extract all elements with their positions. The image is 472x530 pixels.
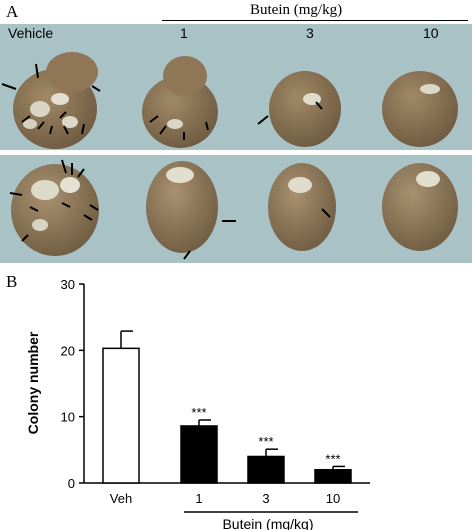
- lung-vehicle-top: [13, 52, 98, 149]
- dose-label-10: 10: [423, 25, 439, 41]
- x-tick-label-Veh: Veh: [110, 491, 132, 506]
- x-tick-label-1: 1: [195, 491, 202, 506]
- nodule-arrows-row-2: [9, 159, 331, 260]
- y-axis-ticks: 0 10 20 30: [61, 277, 84, 491]
- group-header-underline: [162, 20, 468, 21]
- lung-1mg-top: [142, 56, 218, 148]
- lung-vehicle-bottom: [11, 164, 99, 256]
- bar-Veh: [102, 347, 140, 484]
- y-tick-label-20: 20: [61, 343, 75, 358]
- vehicle-label: Vehicle: [8, 25, 53, 41]
- x-axis-labels: Veh 1 3 10: [110, 491, 340, 506]
- lung-photo-row-2-image: [9, 159, 458, 260]
- lung-10mg-bottom: [382, 163, 458, 251]
- panel-b-label: B: [6, 272, 18, 291]
- lung-3mg-top: [269, 71, 341, 147]
- lung-photo-row-1-image: Vehicle 1 3 10: [1, 25, 458, 149]
- x-tick-label-3: 3: [262, 491, 269, 506]
- dose-label-1: 1: [180, 25, 188, 41]
- bar-10: [314, 468, 352, 484]
- panel-a-label: A: [6, 2, 19, 21]
- bar-1: [180, 425, 218, 484]
- lung-10mg-top: [382, 71, 458, 147]
- lung-3mg-bottom: [268, 163, 336, 251]
- x-tick-label-10: 10: [326, 491, 340, 506]
- y-tick-label-0: 0: [68, 476, 75, 491]
- y-tick-label-30: 30: [61, 277, 75, 292]
- lung-photo-row-2: [0, 155, 472, 263]
- lung-photo-row-1: Vehicle 1 3 10: [0, 24, 472, 150]
- y-axis-label: Colony number: [25, 331, 41, 434]
- y-tick-label-10: 10: [61, 410, 75, 425]
- butein-group-label: Butein (mg/kg): [222, 516, 313, 530]
- lung-1mg-bottom: [146, 161, 218, 253]
- bars-group: *** *** ***: [102, 330, 352, 484]
- dose-label-3: 3: [306, 25, 314, 41]
- significance-3: ***: [258, 434, 273, 449]
- bar-3: [247, 455, 285, 484]
- butein-group-header: Butein (mg/kg): [250, 2, 343, 18]
- significance-1: ***: [191, 405, 206, 420]
- nodule-arrows-row-1: [1, 63, 323, 140]
- significance-10: ***: [325, 451, 340, 466]
